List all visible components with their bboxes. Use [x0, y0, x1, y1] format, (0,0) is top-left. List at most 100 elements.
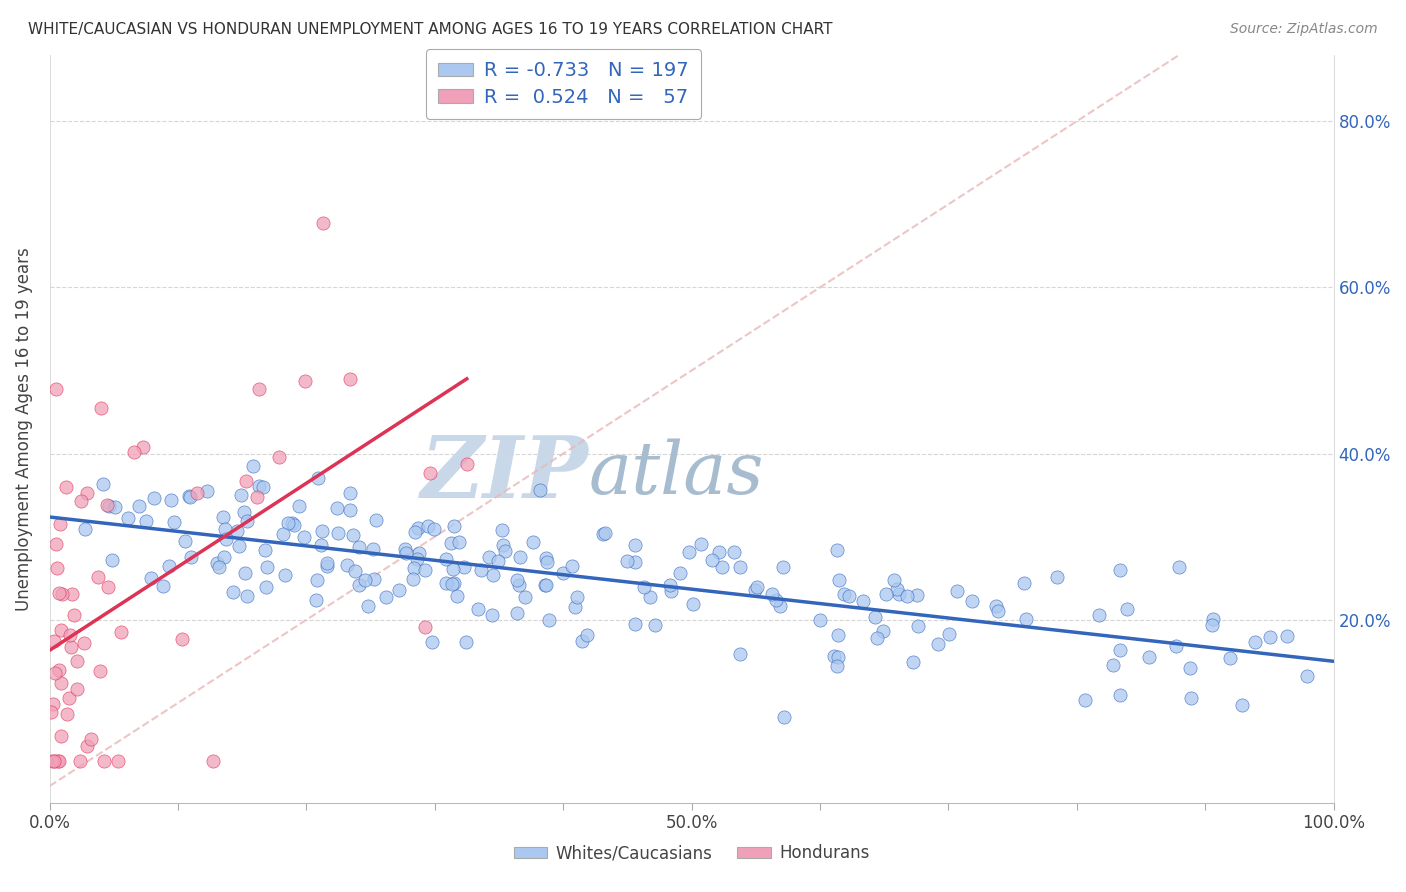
Point	[66, 655, 89, 669]
Point	[363, 542, 385, 557]
Point	[624, 555, 647, 569]
Point	[311, 524, 333, 539]
Point	[65, 682, 87, 697]
Point	[728, 559, 751, 574]
Point	[903, 655, 925, 669]
Point	[46, 561, 69, 575]
Point	[49, 729, 72, 743]
Point	[441, 562, 464, 576]
Point	[97, 580, 120, 594]
Point	[91, 477, 114, 491]
Point	[1166, 639, 1188, 653]
Point	[180, 549, 202, 564]
Point	[553, 566, 575, 581]
Point	[395, 546, 418, 560]
Point	[104, 500, 127, 514]
Point	[659, 578, 682, 592]
Point	[247, 479, 270, 493]
Point	[222, 585, 245, 599]
Point	[89, 664, 111, 678]
Point	[283, 518, 305, 533]
Point	[883, 573, 905, 587]
Point	[644, 617, 666, 632]
Point	[453, 560, 475, 574]
Point	[55, 480, 77, 494]
Point	[96, 498, 118, 512]
Point	[872, 624, 894, 639]
Point	[907, 588, 929, 602]
Point	[73, 636, 96, 650]
Point	[292, 530, 315, 544]
Point	[1137, 650, 1160, 665]
Point	[97, 499, 120, 513]
Point	[267, 450, 290, 465]
Point	[69, 754, 91, 768]
Point	[48, 663, 70, 677]
Point	[135, 514, 157, 528]
Point	[1275, 629, 1298, 643]
Point	[659, 584, 682, 599]
Point	[48, 586, 70, 600]
Point	[443, 575, 465, 590]
Point	[938, 627, 960, 641]
Point	[408, 546, 430, 560]
Point	[312, 216, 335, 230]
Point	[488, 554, 510, 568]
Point	[58, 691, 80, 706]
Point	[1168, 559, 1191, 574]
Point	[45, 382, 67, 396]
Point	[422, 522, 444, 536]
Point	[404, 561, 426, 575]
Point	[508, 578, 530, 592]
Point	[163, 515, 186, 529]
Point	[538, 613, 561, 627]
Point	[506, 607, 529, 621]
Point	[1260, 631, 1282, 645]
Point	[131, 440, 153, 454]
Point	[682, 597, 704, 611]
Point	[174, 534, 197, 549]
Text: ZIP: ZIP	[420, 432, 589, 516]
Point	[1101, 658, 1123, 673]
Point	[896, 590, 918, 604]
Point	[51, 587, 73, 601]
Point	[307, 573, 329, 587]
Point	[827, 649, 849, 664]
Point	[825, 543, 848, 558]
Point	[987, 604, 1010, 618]
Point	[533, 577, 555, 591]
Point	[823, 649, 845, 664]
Point	[195, 483, 218, 498]
Point	[863, 610, 886, 624]
Point	[205, 556, 228, 570]
Point	[406, 551, 429, 566]
Point	[233, 566, 256, 580]
Point	[446, 589, 468, 603]
Point	[887, 586, 910, 600]
Point	[339, 372, 361, 386]
Point	[1012, 576, 1035, 591]
Point	[711, 560, 734, 574]
Point	[478, 550, 501, 565]
Point	[668, 566, 690, 580]
Point	[402, 573, 425, 587]
Point	[177, 489, 200, 503]
Point	[886, 582, 908, 596]
Point	[1202, 612, 1225, 626]
Point	[454, 635, 477, 649]
Point	[339, 503, 361, 517]
Point	[866, 631, 889, 645]
Point	[347, 540, 370, 554]
Point	[1230, 698, 1253, 713]
Point	[363, 572, 385, 586]
Point	[179, 490, 201, 504]
Point	[440, 576, 463, 591]
Text: WHITE/CAUCASIAN VS HONDURAN UNEMPLOYMENT AMONG AGES 16 TO 19 YEARS CORRELATION C: WHITE/CAUCASIAN VS HONDURAN UNEMPLOYMENT…	[28, 22, 832, 37]
Point	[852, 594, 875, 608]
Point	[228, 539, 250, 553]
Point	[42, 697, 65, 711]
Point	[160, 493, 183, 508]
Point	[117, 511, 139, 525]
Point	[201, 754, 224, 768]
Point	[413, 563, 436, 577]
